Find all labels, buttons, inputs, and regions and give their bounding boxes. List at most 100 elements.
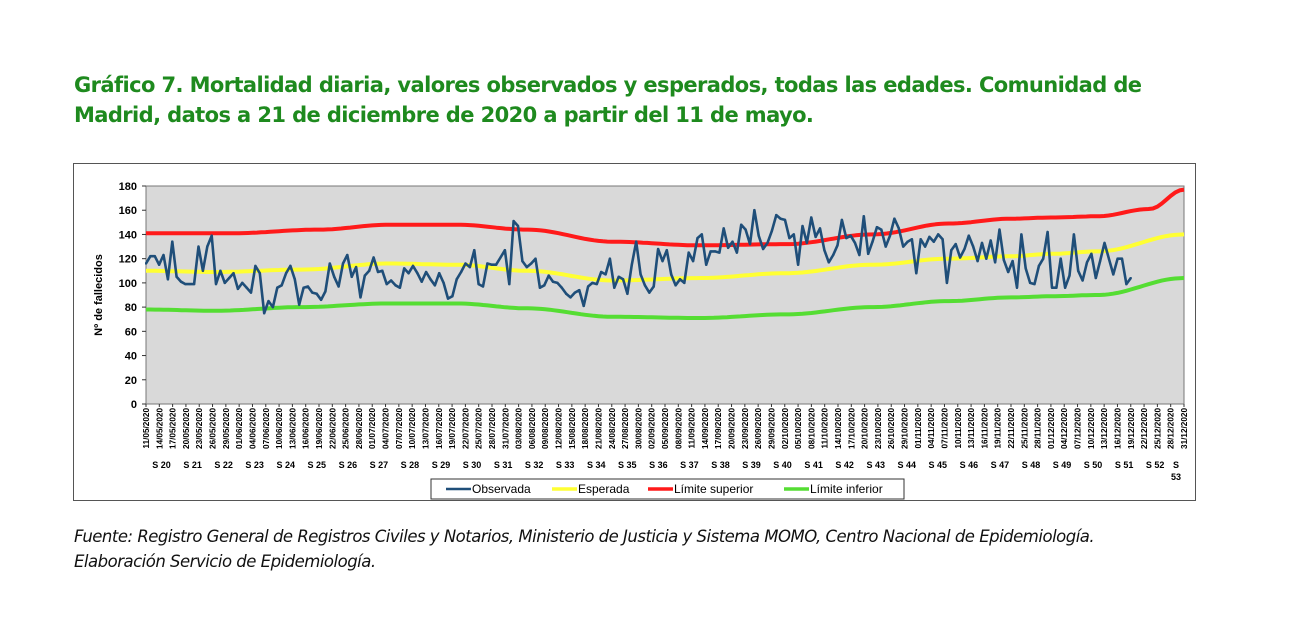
observada-point <box>954 243 957 246</box>
legend-label: Límite inferior <box>810 482 883 496</box>
observada-point <box>468 266 471 269</box>
observada-point <box>372 256 375 259</box>
observada-point <box>1024 267 1027 270</box>
week-label: S 44 <box>897 460 916 470</box>
observada-point <box>175 275 178 278</box>
observada-point <box>512 220 515 223</box>
observada-point <box>604 273 607 276</box>
observada-point <box>206 245 209 248</box>
observada-point <box>438 272 441 275</box>
x-tick-label: 30/08/2020 <box>634 408 643 449</box>
observada-point <box>508 283 511 286</box>
line-chart: Nº de fallecidos 0 20 40 60 80 100 120 140 160 18… <box>93 181 1189 500</box>
week-label: S 30 <box>463 460 482 470</box>
observada-point <box>713 250 716 253</box>
x-tick-label: 13/06/2020 <box>288 408 297 449</box>
legend-label: Observada <box>472 482 531 496</box>
observada-point <box>779 217 782 220</box>
x-tick-label: 26/09/2020 <box>754 408 763 449</box>
week-label: S 22 <box>214 460 233 470</box>
x-tick-label: 02/10/2020 <box>781 408 790 449</box>
x-tick-label: 26/10/2020 <box>887 408 896 449</box>
observada-point <box>1042 257 1045 260</box>
observada-point <box>171 240 174 243</box>
week-label: S 32 <box>525 460 544 470</box>
source-line-1: Fuente: Registro General de Registros Ci… <box>74 527 1095 546</box>
x-tick-label: 24/08/2020 <box>608 408 617 449</box>
x-tick-label: 01/12/2020 <box>1047 408 1056 449</box>
week-label: S 40 <box>773 460 792 470</box>
x-tick-label: 19/11/2020 <box>994 408 1003 449</box>
observada-point <box>166 278 169 281</box>
observada-point <box>381 269 384 272</box>
observada-point <box>880 228 883 231</box>
observada-point <box>464 262 467 265</box>
x-tick-label: 16/11/2020 <box>980 408 989 449</box>
observada-point <box>228 277 231 280</box>
observada-point <box>976 260 979 263</box>
x-tick-label: 22/07/2020 <box>461 408 470 449</box>
observada-point <box>801 224 804 227</box>
observada-point <box>451 295 454 298</box>
observada-point <box>797 263 800 266</box>
observada-point <box>1125 283 1128 286</box>
observada-point <box>867 252 870 255</box>
observada-point <box>569 296 572 299</box>
observada-point <box>394 284 397 287</box>
x-tick-label: 08/09/2020 <box>674 408 683 449</box>
x-tick-label: 04/11/2020 <box>927 408 936 449</box>
observada-point <box>657 247 660 250</box>
y-tick-label: 20 <box>125 375 137 387</box>
observada-point <box>910 238 913 241</box>
series-line-limite-superior <box>146 187 1185 248</box>
observada-point <box>1068 274 1071 277</box>
x-tick-label: 01/11/2020 <box>914 408 923 449</box>
x-tick-label: 20/09/2020 <box>728 408 737 449</box>
series-line-esperada <box>146 232 1185 283</box>
observada-point <box>411 264 414 267</box>
observada-point <box>945 281 948 284</box>
x-tick-label: 23/09/2020 <box>741 408 750 449</box>
week-label: S 39 <box>742 460 761 470</box>
x-tick-label: 25/12/2020 <box>1153 408 1162 449</box>
observada-point <box>293 278 296 281</box>
observada-point <box>538 286 541 289</box>
x-tick-label: 07/12/2020 <box>1074 408 1083 449</box>
observada-point <box>359 296 362 299</box>
legend-label: Esperada <box>578 482 630 496</box>
x-tick-label: 11/09/2020 <box>688 408 697 449</box>
x-tick-label: 04/06/2020 <box>248 408 257 449</box>
x-tick-label: 16/06/2020 <box>302 408 311 449</box>
source-note: Fuente: Registro General de Registros Ci… <box>74 524 1095 574</box>
observada-point <box>1090 252 1093 255</box>
observada-point <box>245 286 248 289</box>
x-tick-label: 31/07/2020 <box>501 408 510 449</box>
x-tick-label: 22/11/2020 <box>1007 408 1016 449</box>
observada-point <box>180 280 183 283</box>
x-tick-label: 10/11/2020 <box>954 408 963 449</box>
series-line-limite-inferior <box>146 276 1185 320</box>
observada-point <box>919 238 922 241</box>
observada-point <box>980 241 983 244</box>
observada-point <box>770 229 773 232</box>
observada-point <box>1129 277 1132 280</box>
week-label: S 51 <box>1115 460 1134 470</box>
observada-point <box>398 286 401 289</box>
observada-point <box>665 249 668 252</box>
observada-point <box>617 275 620 278</box>
x-tick-label: 21/08/2020 <box>594 408 603 449</box>
x-tick-label: 28/06/2020 <box>355 408 364 449</box>
observada-point <box>696 237 699 240</box>
observada-point <box>390 279 393 282</box>
y-tick-label: 0 <box>131 399 137 411</box>
observada-point <box>407 272 410 275</box>
observada-point <box>591 281 594 284</box>
observada-point <box>932 240 935 243</box>
observada-point <box>302 286 305 289</box>
x-tick-label: 07/06/2020 <box>262 408 271 449</box>
x-tick-label: 03/08/2020 <box>515 408 524 449</box>
observada-point <box>700 233 703 236</box>
observada-point <box>556 281 559 284</box>
observada-point <box>753 209 756 212</box>
x-tick-label: 13/07/2020 <box>421 408 430 449</box>
